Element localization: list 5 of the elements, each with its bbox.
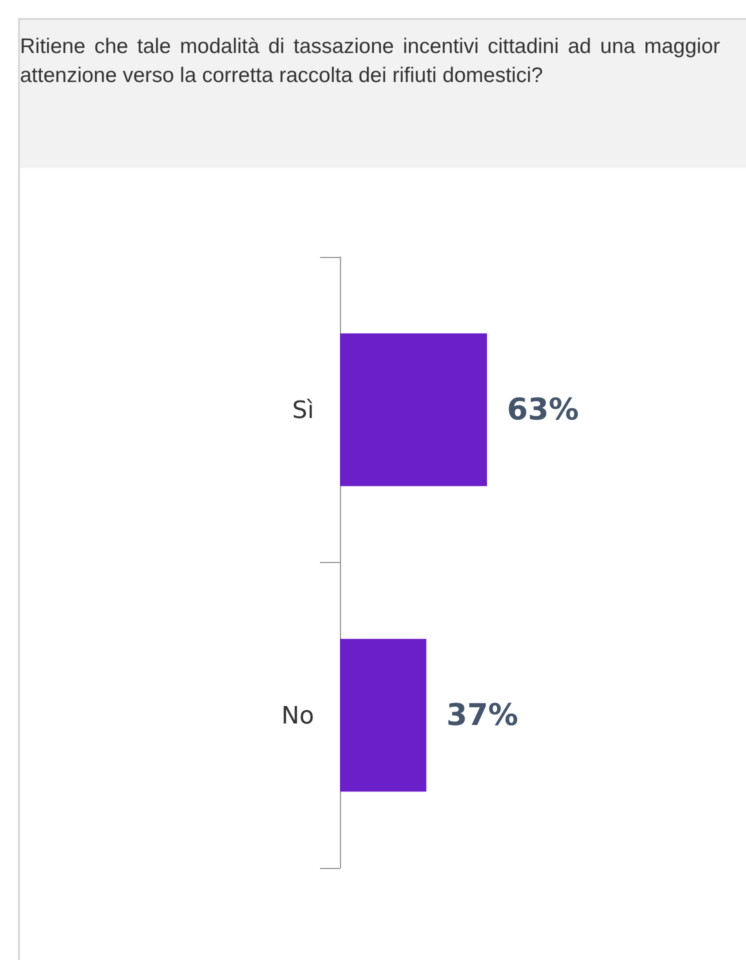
chart-title: Ritiene che tale modalità di tassazione incentivi cittadini ad una maggior attenzione verso la corretta raccolta dei rifiuti domestici? [20, 34, 720, 89]
y-tick-label: Sì [292, 396, 314, 424]
data-label: 37% [446, 698, 518, 733]
data-label: 63% [507, 392, 579, 428]
y-tick-label: No [281, 701, 314, 730]
